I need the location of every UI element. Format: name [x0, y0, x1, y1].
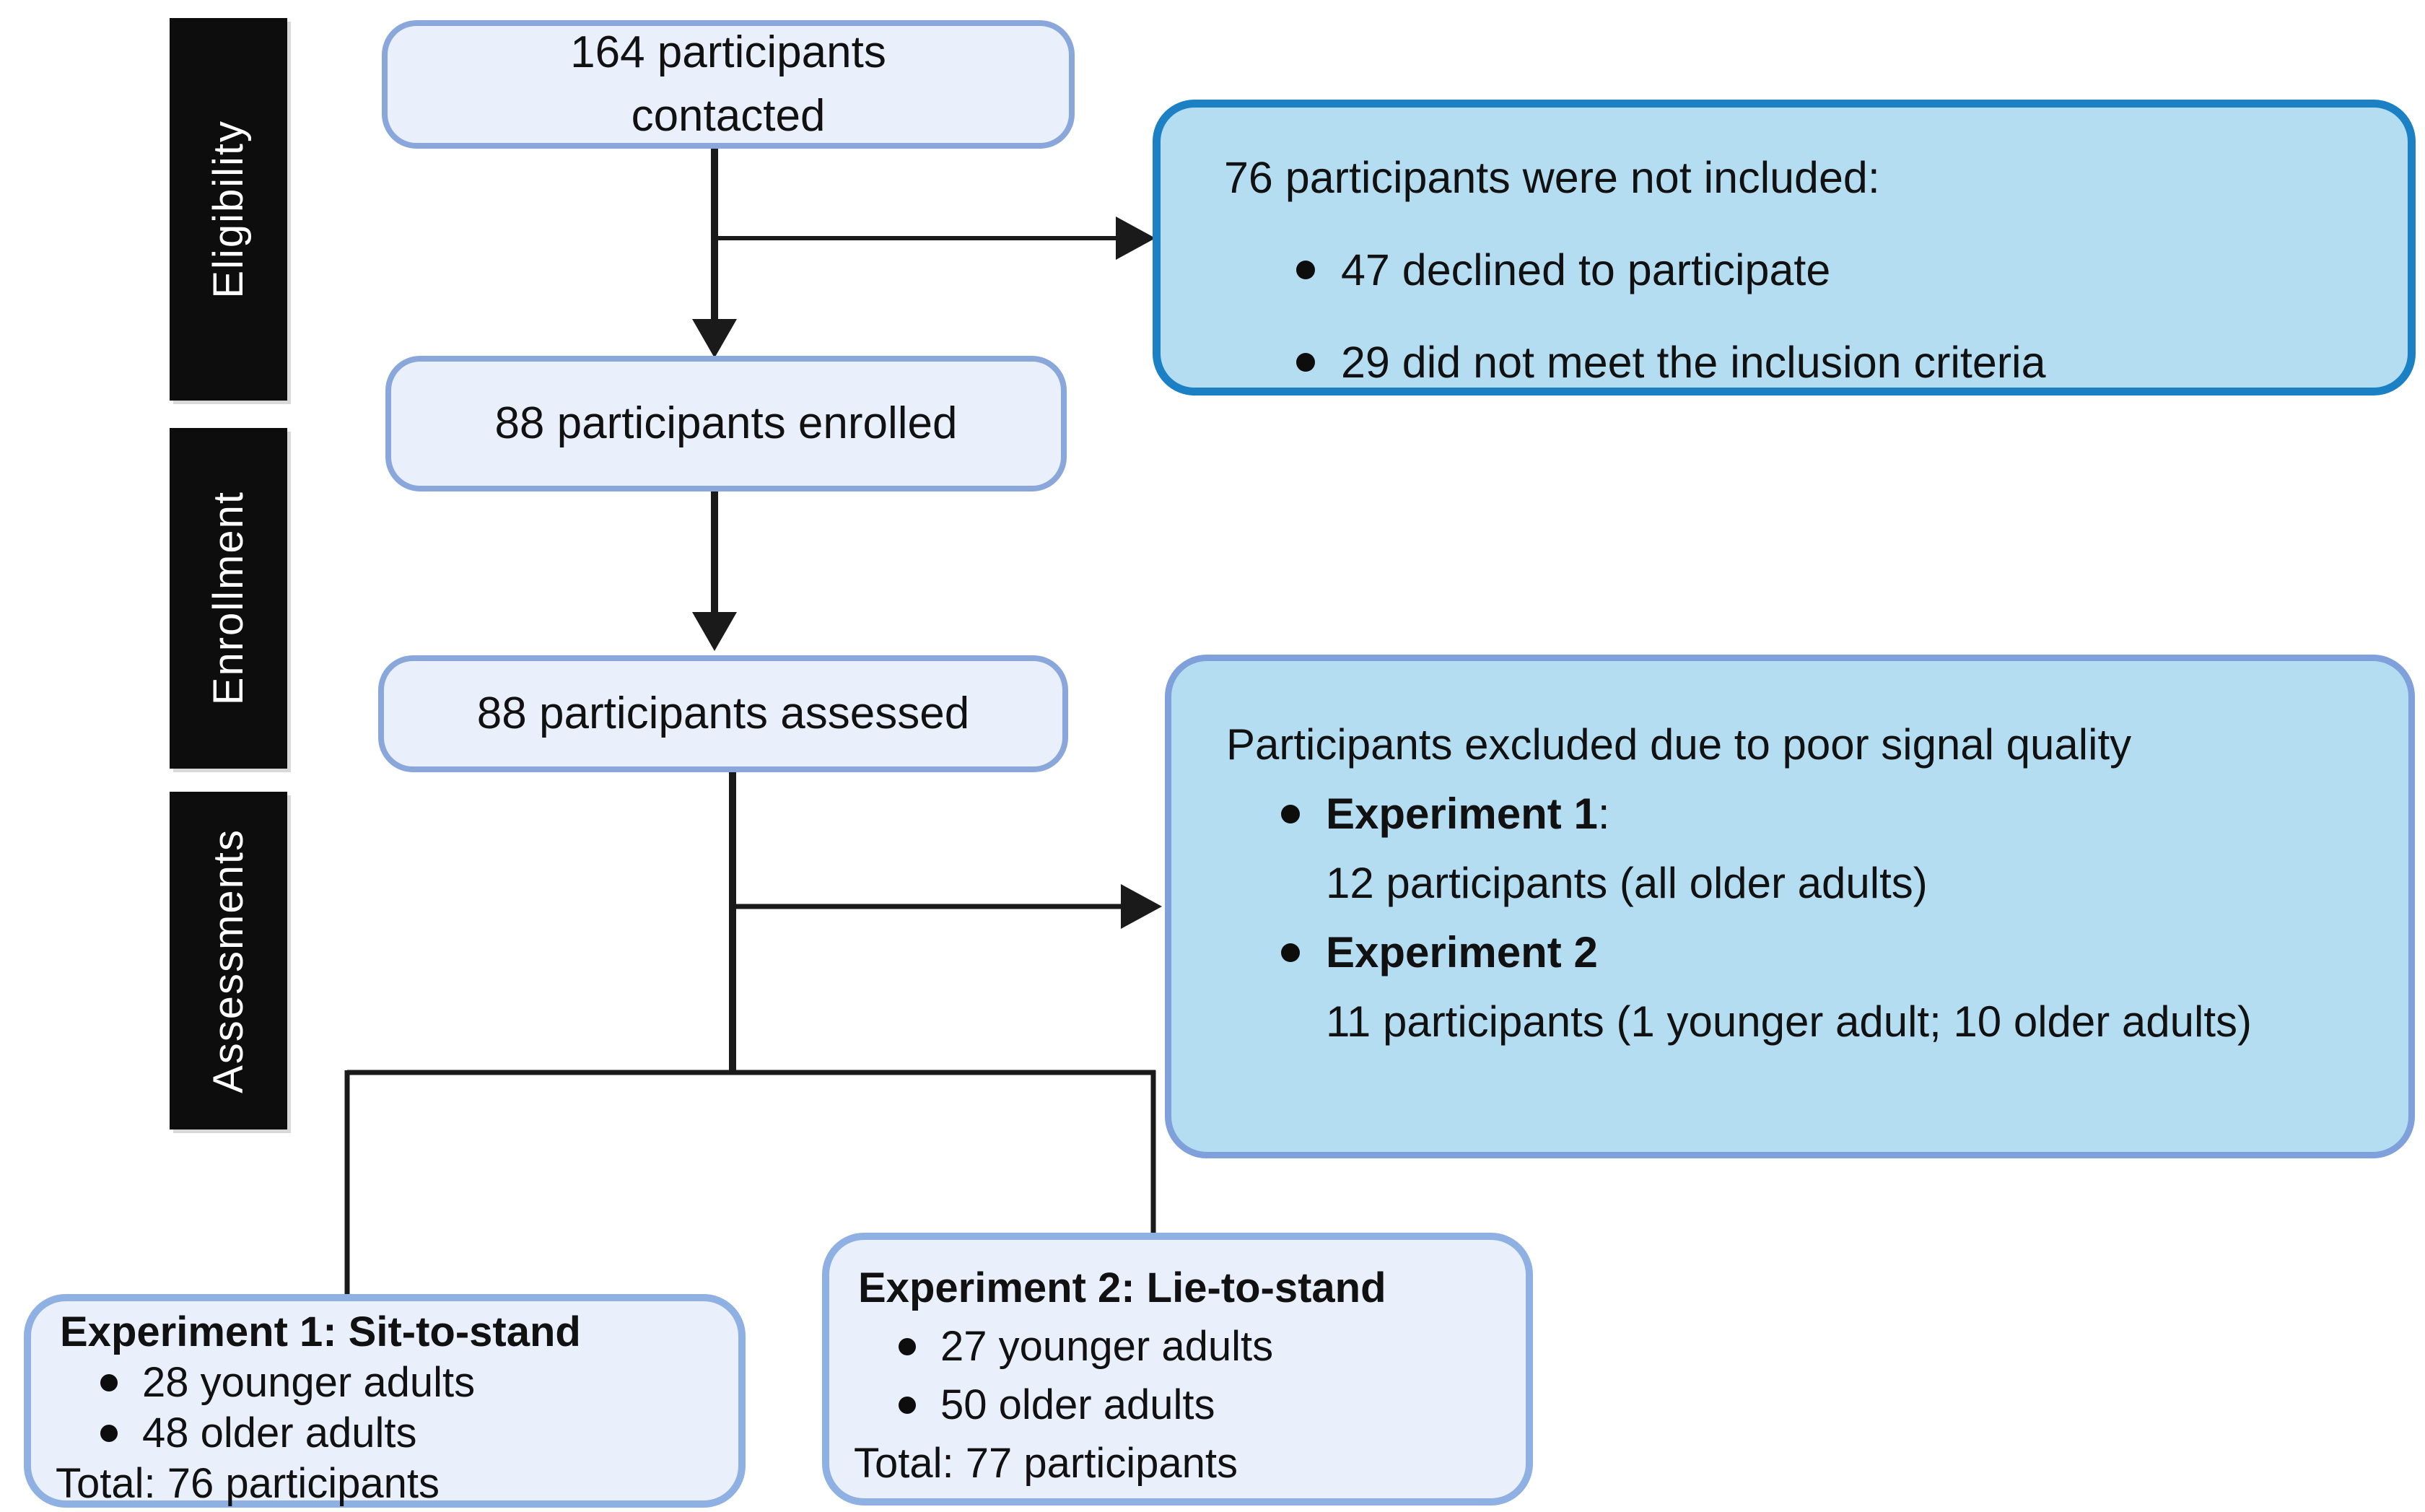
excluded-experiment-1-label-row: Experiment 1: — [1281, 785, 2380, 843]
experiment-2-bullet-younger: 27 younger adults — [899, 1317, 1526, 1376]
callout-excluded-poor-signal: Participants excluded due to poor signal… — [1165, 655, 2415, 1158]
bullet-icon — [899, 1396, 916, 1414]
callout-not-included: 76 participants were not included: 47 de… — [1153, 100, 2416, 396]
bullet-icon — [1281, 943, 1300, 962]
stage-label-eligibility: Eligibility — [170, 18, 287, 401]
excluded-experiment-2-label: Experiment 2 — [1326, 924, 1598, 982]
stage-label-enrollment-text: Enrollment — [205, 491, 252, 706]
stage-label-assessments: Assessments — [170, 792, 287, 1129]
arrowhead-enrolled-to-assessed — [692, 612, 737, 651]
stage-label-eligibility-text: Eligibility — [205, 120, 252, 299]
excluded-experiment-2-label-bold: Experiment 2 — [1326, 928, 1598, 976]
experiment-1-bullet-younger-text: 28 younger adults — [142, 1359, 476, 1406]
experiment-1-bullet-older-text: 48 older adults — [142, 1410, 417, 1456]
experiment-1-total: Total: 76 participants — [56, 1460, 440, 1507]
box-experiment-2-lie-to-stand: Experiment 2: Lie-to-stand 27 younger ad… — [822, 1233, 1533, 1506]
not-included-bullet-declined-text: 47 declined to participate — [1341, 245, 1831, 294]
node-participants-assessed: 88 participants assessed — [378, 655, 1068, 772]
arrowhead-to-excluded — [1121, 884, 1162, 929]
experiment-1-bullet-older: 48 older adults — [100, 1408, 738, 1459]
excluded-experiment-2-detail: 11 participants (1 younger adult; 10 old… — [1326, 997, 2252, 1046]
arrowhead-to-not-included — [1116, 217, 1155, 260]
bullet-icon — [100, 1374, 118, 1391]
not-included-bullet-criteria-text: 29 did not meet the inclusion criteria — [1341, 338, 2046, 387]
excluded-experiment-1-label-bold: Experiment 1 — [1326, 790, 1598, 838]
experiment-1-bullet-younger: 28 younger adults — [100, 1358, 738, 1408]
excluded-experiment-1-label: Experiment 1: — [1326, 785, 1610, 843]
bullet-icon — [100, 1425, 118, 1442]
not-included-title: 76 participants were not included: — [1224, 153, 1880, 202]
bullet-icon — [1281, 805, 1300, 823]
experiment-2-bullet-older-text: 50 older adults — [940, 1381, 1215, 1428]
bullet-icon — [1296, 261, 1315, 279]
experiment-2-bullet-younger-text: 27 younger adults — [940, 1323, 1274, 1370]
excluded-experiment-2-label-row: Experiment 2 — [1281, 924, 2380, 982]
bullet-icon — [1296, 353, 1315, 372]
excluded-experiment-1-label-suffix: : — [1597, 790, 1610, 838]
experiment-1-title: Experiment 1: Sit-to-stand — [60, 1308, 581, 1355]
arrowhead-contacted-to-enrolled — [692, 319, 737, 358]
experiment-2-title: Experiment 2: Lie-to-stand — [858, 1264, 1386, 1311]
node-participants-contacted: 164 participants contacted — [382, 20, 1075, 149]
bullet-icon — [899, 1337, 916, 1355]
not-included-bullet-declined: 47 declined to participate — [1296, 240, 2379, 300]
experiment-2-bullet-older: 50 older adults — [899, 1376, 1526, 1434]
node-participants-enrolled: 88 participants enrolled — [385, 356, 1067, 491]
excluded-title: Participants excluded due to poor signal… — [1226, 720, 2132, 769]
experiment-2-total: Total: 77 participants — [854, 1440, 1238, 1487]
box-experiment-1-sit-to-stand: Experiment 1: Sit-to-stand 28 younger ad… — [24, 1294, 746, 1508]
stage-label-assessments-text: Assessments — [205, 828, 252, 1093]
stage-label-enrollment: Enrollment — [170, 428, 287, 769]
excluded-experiment-1-detail: 12 participants (all older adults) — [1326, 859, 1928, 907]
not-included-bullet-criteria: 29 did not meet the inclusion criteria — [1296, 333, 2379, 392]
